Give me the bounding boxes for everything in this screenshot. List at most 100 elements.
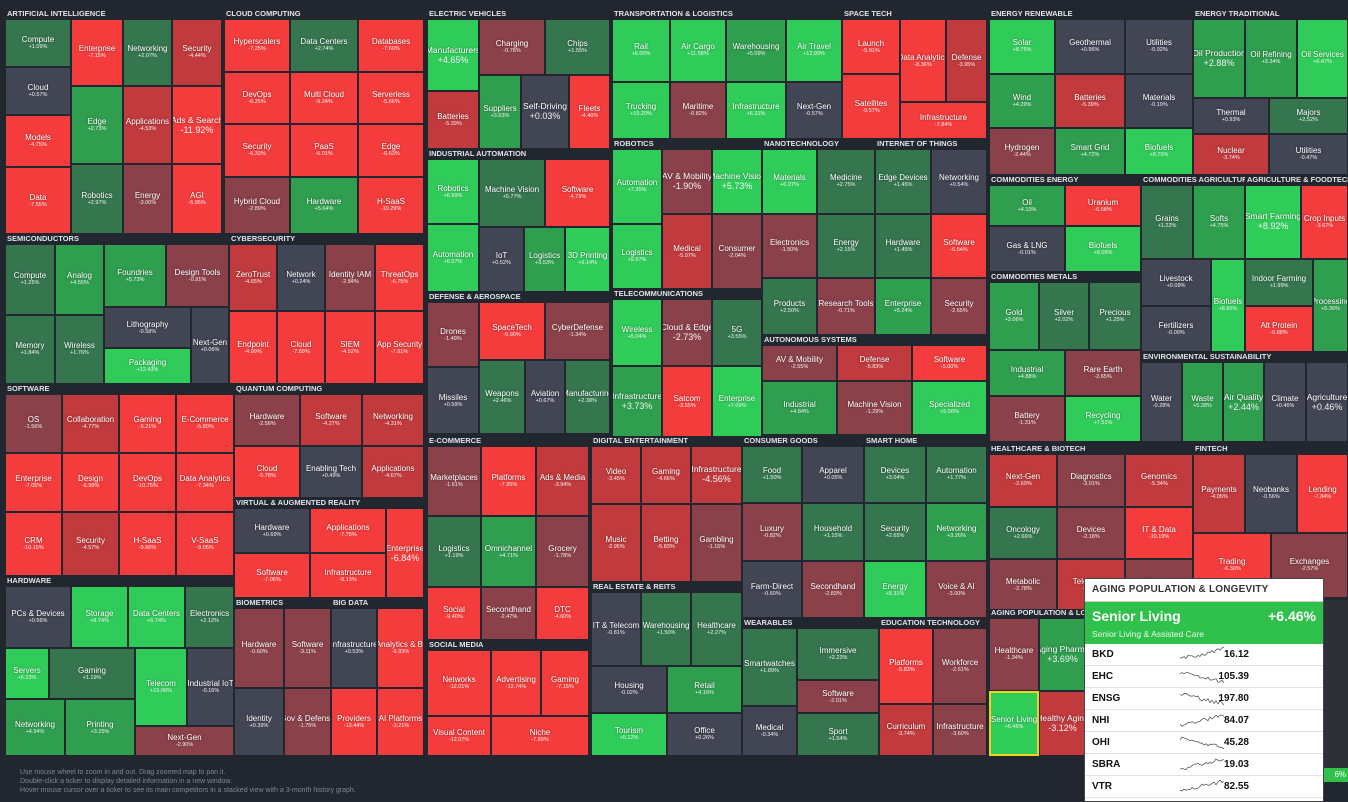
industry-tile[interactable]: Video -3.45%: [591, 446, 641, 504]
industry-tile[interactable]: Electronics +2.12%: [185, 586, 234, 649]
industry-tile[interactable]: IT & Data -10.19%: [1125, 506, 1193, 560]
industry-tile[interactable]: Gov & Defense-1.75%: [284, 687, 331, 756]
industry-tile[interactable]: Alt Protein -6.88%: [1245, 305, 1313, 352]
industry-tile[interactable]: Secondhand -2.47%: [481, 586, 536, 640]
industry-tile[interactable]: Oncology +2.66%: [989, 506, 1057, 560]
industry-tile[interactable]: Precious +1.25%: [1089, 282, 1141, 350]
industry-tile[interactable]: Edge -6.63%: [358, 124, 424, 177]
sector-title[interactable]: ENVIRONMENTAL SUSTAINABILITY: [1143, 352, 1272, 361]
industry-tile[interactable]: Oil +4.10%: [989, 185, 1065, 227]
industry-tile[interactable]: Biofuels +8.05%: [1065, 226, 1141, 272]
industry-tile[interactable]: Devices -2.18%: [1057, 506, 1125, 560]
industry-tile[interactable]: V-SaaS -9.05%: [176, 511, 234, 576]
industry-tile[interactable]: Recycling +7.51%: [1065, 396, 1141, 442]
industry-tile[interactable]: Design Tools -0.91%: [166, 244, 229, 308]
industry-tile[interactable]: Omnichannel +4.71%: [481, 516, 536, 587]
industry-tile[interactable]: Air Quality +2.44%: [1223, 362, 1264, 442]
industry-tile[interactable]: Defense -3.95%: [946, 19, 987, 103]
industry-tile[interactable]: Automation +6.57%: [427, 224, 479, 292]
industry-tile[interactable]: Networks -12.01%: [427, 650, 491, 716]
industry-tile[interactable]: Warehousing +1.50%: [641, 592, 691, 666]
industry-tile[interactable]: Hardware -0.60%: [234, 608, 284, 688]
industry-tile[interactable]: Livestock +0.09%: [1141, 258, 1211, 306]
industry-tile[interactable]: Social -9.40%: [427, 586, 481, 640]
industry-tile[interactable]: Healthy Aging-3.12%: [1039, 690, 1086, 756]
industry-tile[interactable]: Software -6.54%: [931, 213, 987, 279]
industry-tile[interactable]: Infrastructure +3.73%: [612, 366, 662, 437]
industry-tile[interactable]: Wind +4.29%: [989, 73, 1055, 128]
industry-tile[interactable]: Biofuels +8.75%: [1125, 128, 1193, 175]
sector-title[interactable]: DEFENSE & AEROSPACE: [429, 292, 521, 301]
industry-tile[interactable]: Infrastructure +0.53%: [331, 608, 377, 688]
industry-tile[interactable]: Lithography -0.58%: [104, 307, 191, 348]
industry-tile[interactable]: Consumer -2.04%: [712, 214, 762, 289]
sector-title[interactable]: SEMICONDUCTORS: [7, 234, 79, 243]
industry-tile[interactable]: Machine Vision +5.77%: [479, 159, 545, 227]
industry-tile[interactable]: CRM -10.15%: [5, 511, 62, 576]
industry-tile[interactable]: Medical -5.07%: [662, 214, 712, 289]
industry-tile[interactable]: Indoor Farming +1.99%: [1245, 258, 1313, 306]
sector-title[interactable]: DIGITAL ENTERTAINMENT: [593, 436, 688, 445]
industry-tile[interactable]: Oil Refining +3.34%: [1245, 19, 1297, 98]
industry-tile[interactable]: Curriculum -3.74%: [879, 704, 933, 756]
tooltip-row[interactable]: ENSG 197.80: [1085, 688, 1323, 710]
tooltip-row[interactable]: WELL195.92: [1085, 798, 1323, 801]
industry-tile[interactable]: Batteries -5.39%: [1055, 73, 1125, 128]
industry-tile[interactable]: Satellites -9.57%: [842, 74, 900, 139]
industry-tile[interactable]: ThreatOps -6.75%: [375, 244, 424, 312]
industry-tile[interactable]: Applications -4.67%: [362, 446, 424, 498]
industry-tile[interactable]: Infrastructure +6.31%: [726, 81, 786, 139]
industry-tile[interactable]: Household +1.15%: [802, 502, 864, 562]
industry-tile[interactable]: Collaboration -4.77%: [62, 394, 119, 453]
industry-tile[interactable]: Networking -4.31%: [362, 394, 424, 446]
industry-tile[interactable]: Defense -5.83%: [837, 345, 912, 381]
industry-tile[interactable]: Infrastructure -3.60%: [933, 704, 987, 756]
industry-tile[interactable]: Silver +2.02%: [1039, 282, 1089, 350]
industry-tile[interactable]: OS -1.56%: [5, 394, 62, 453]
industry-tile[interactable]: Senior Living +6.46%: [989, 690, 1039, 756]
industry-tile[interactable]: Networking +2.07%: [123, 19, 172, 86]
industry-tile[interactable]: H-SaaS -9.66%: [119, 511, 176, 576]
sector-title[interactable]: HEALTHCARE & BIOTECH: [991, 444, 1086, 453]
sector-title[interactable]: ROBOTICS: [614, 139, 654, 148]
industry-tile[interactable]: Networking +0.54%: [931, 149, 987, 214]
industry-tile[interactable]: Software -5.00%: [912, 345, 987, 381]
industry-tile[interactable]: AV & Mobility -1.90%: [662, 149, 712, 215]
industry-tile[interactable]: DevOps -10.75%: [119, 452, 176, 512]
industry-tile[interactable]: Gaming -7.15%: [541, 650, 589, 716]
sector-title[interactable]: BIOMETRICS: [236, 598, 284, 607]
industry-tile[interactable]: Data Analytics -8.36%: [900, 19, 946, 103]
industry-tile[interactable]: Materials -0.19%: [1125, 73, 1193, 128]
industry-tile[interactable]: Enabling Tech +0.49%: [300, 446, 362, 498]
industry-tile[interactable]: Software -4.73%: [545, 159, 610, 227]
industry-tile[interactable]: Oil Services +6.47%: [1297, 19, 1348, 98]
sector-title[interactable]: AUTONOMOUS SYSTEMS: [764, 335, 857, 344]
industry-tile[interactable]: Gambling -1.15%: [691, 503, 742, 582]
industry-tile[interactable]: Cloud -5.78%: [234, 446, 300, 498]
industry-tile[interactable]: Healthcare +2.27%: [691, 592, 742, 666]
industry-tile[interactable]: Aging Pharma+3.69%: [1039, 618, 1086, 691]
industry-tile[interactable]: Design -6.98%: [62, 452, 119, 512]
sector-title[interactable]: COMMODITIES METALS: [991, 272, 1078, 281]
industry-tile[interactable]: Drones -1.49%: [427, 302, 479, 368]
industry-tile[interactable]: Network +0.24%: [277, 244, 325, 312]
tooltip-row[interactable]: BKD 16.12: [1085, 644, 1323, 666]
industry-tile[interactable]: Platforms -7.95%: [481, 446, 536, 517]
industry-tile[interactable]: Industrial +4.84%: [762, 381, 837, 435]
industry-tile[interactable]: Applications -7.78%: [310, 508, 386, 553]
sector-title[interactable]: SOCIAL MEDIA: [429, 640, 484, 649]
industry-tile[interactable]: Battery -1.31%: [989, 396, 1065, 442]
industry-tile[interactable]: Metabolic -2.78%: [989, 559, 1057, 610]
industry-tile[interactable]: Weapons +2.46%: [479, 359, 525, 434]
industry-tile[interactable]: PCs & Devices +0.56%: [5, 586, 71, 649]
industry-tile[interactable]: Identity IAM -2.84%: [325, 244, 375, 312]
sector-title[interactable]: CYBERSECURITY: [231, 234, 296, 243]
industry-tile[interactable]: Telecom +15.06%: [135, 648, 187, 726]
industry-tile[interactable]: Enterprise -7.15%: [71, 19, 123, 86]
industry-tile[interactable]: Printing +3.25%: [65, 699, 135, 756]
sector-title[interactable]: FINTECH: [1195, 444, 1228, 453]
industry-tile[interactable]: Wireless +5.04%: [612, 299, 662, 367]
industry-tile[interactable]: Aviation +0.67%: [525, 359, 565, 434]
industry-tile[interactable]: Software -7.06%: [234, 553, 310, 598]
industry-tile[interactable]: Gaming -5.21%: [119, 394, 176, 453]
